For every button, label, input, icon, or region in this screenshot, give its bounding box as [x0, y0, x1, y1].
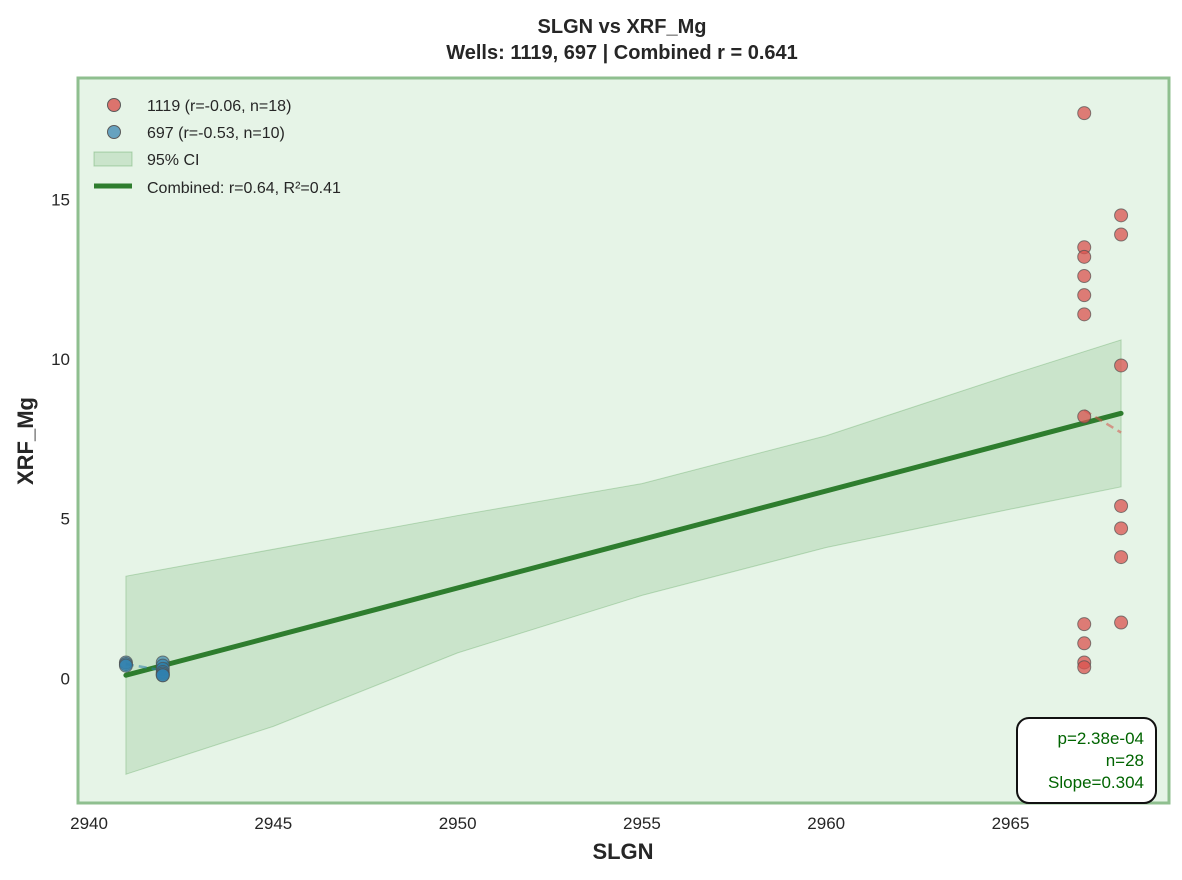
x-tick-label: 2945 [254, 814, 292, 833]
data-point-series0-8 [1077, 636, 1092, 651]
data-point-series0-6 [1077, 409, 1092, 424]
x-tick-label: 2950 [439, 814, 477, 833]
data-point-series0-7 [1077, 617, 1092, 632]
legend-label-combined: Combined: r=0.64, R²=0.41 [147, 180, 341, 197]
x-axis-label: SLGN [592, 839, 653, 864]
y-axis-ticks: 0 5 10 15 [51, 190, 70, 688]
chart-title: SLGN vs XRF_Mg [538, 16, 707, 38]
y-tick-label: 15 [51, 190, 70, 209]
regression-layer [123, 410, 1124, 678]
legend-label-1119: 1119 (r=-0.06, n=18) [147, 98, 291, 115]
confidence-band-layer [125, 339, 1122, 775]
chart-subtitle: Wells: 1119, 697 | Combined r = 0.641 [446, 42, 798, 64]
data-point-series0-12 [1114, 227, 1129, 242]
data-point-series0-15 [1114, 521, 1129, 536]
x-tick-label: 2940 [70, 814, 108, 833]
data-point-series0-10 [1077, 660, 1092, 675]
x-tick-label: 2960 [807, 814, 845, 833]
data-point-series0-14 [1114, 498, 1129, 513]
stats-box-frame [1016, 717, 1157, 804]
y-tick-label: 0 [61, 669, 70, 688]
stats-box: p=2.38e-04 n=28 Slope=0.304 [1016, 717, 1157, 804]
stats-n: n=28 [1106, 751, 1144, 770]
data-points-layer [118, 106, 1129, 683]
data-point-series0-17 [1114, 615, 1129, 630]
legend-label-697: 697 (r=-0.53, n=10) [147, 125, 285, 142]
data-point-series0-11 [1114, 208, 1129, 223]
y-tick-label: 10 [51, 350, 70, 369]
data-point-series0-0 [1077, 106, 1092, 121]
y-tick-label: 5 [61, 510, 70, 529]
stats-p-value: p=2.38e-04 [1058, 729, 1145, 748]
legend-marker-ci [93, 151, 133, 167]
x-axis-ticks: 2940 2945 2950 2955 2960 2965 [70, 814, 1029, 833]
x-tick-label: 2965 [992, 814, 1030, 833]
x-tick-label: 2955 [623, 814, 661, 833]
data-point-series0-5 [1077, 307, 1092, 322]
data-point-series0-13 [1114, 358, 1129, 373]
data-point-series1-9 [155, 668, 170, 683]
data-point-series0-16 [1114, 550, 1129, 565]
legend-marker-697 [107, 125, 121, 139]
plot-frame [76, 76, 1171, 805]
combined-regression-line [123, 410, 1124, 678]
data-point-series0-3 [1077, 269, 1092, 284]
stats-slope: Slope=0.304 [1048, 773, 1144, 792]
y-axis-label: XRF_Mg [13, 397, 38, 485]
legend: 1119 (r=-0.06, n=18) 697 (r=-0.53, n=10)… [93, 98, 341, 197]
plot-area [78, 78, 1169, 803]
data-point-series0-2 [1077, 249, 1092, 264]
legend-label-ci: 95% CI [147, 152, 199, 169]
data-point-series1-2 [118, 658, 133, 673]
data-point-series0-4 [1077, 288, 1092, 303]
legend-marker-1119 [107, 98, 121, 112]
confidence-band [125, 339, 1122, 775]
